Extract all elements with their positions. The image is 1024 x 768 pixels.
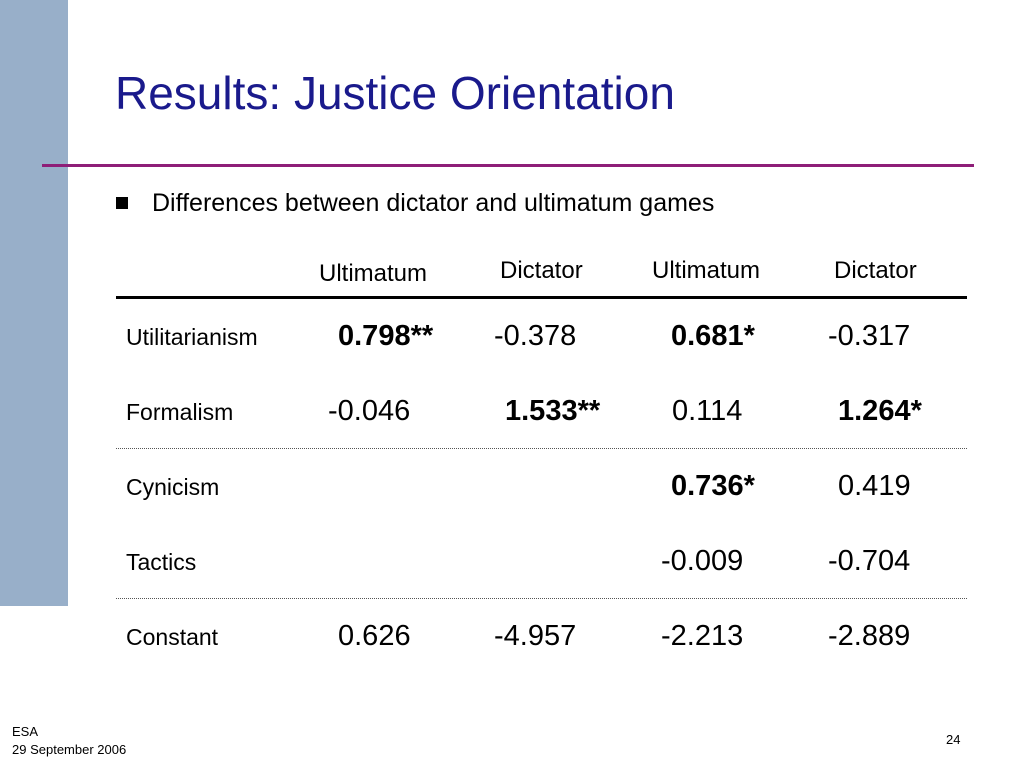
table-cell: -2.889 [828,620,911,652]
title-divider [42,164,974,167]
table-cell: 1.533** [505,395,601,427]
row-label-cynicism: Cynicism [126,474,220,500]
row-divider [116,448,967,449]
bullet-text: Differences between dictator and ultimat… [152,189,715,217]
table-cell: -0.046 [328,395,411,427]
table-cell: -2.213 [661,620,744,652]
table-cell: 0.681* [671,320,755,352]
slide-title: Results: Justice Orientation [115,67,675,119]
footer-org: ESA [12,724,39,739]
column-header-4: Dictator [834,257,917,284]
table-cell: -0.009 [661,545,744,577]
row-label-utilitarianism: Utilitarianism [126,324,258,350]
table-header-rule [116,296,967,299]
column-header-3: Ultimatum [652,257,761,284]
table-cell: 1.264* [838,395,922,427]
column-header-1: Ultimatum [319,260,428,287]
table-cell: -0.317 [828,320,911,352]
table-cell: 0.114 [672,395,743,427]
sidebar-band [0,0,68,606]
table-cell: 0.736* [671,470,755,502]
row-divider [116,598,967,599]
table-cell: -0.378 [494,320,577,352]
row-label-tactics: Tactics [126,549,197,575]
row-label-formalism: Formalism [126,399,234,425]
row-label-constant: Constant [126,624,219,650]
page-number: 24 [946,732,961,747]
table-cell: 0.798** [338,320,434,352]
footer-date: 29 September 2006 [12,742,127,757]
square-bullet-icon [116,197,128,209]
footer-info: ESA 29 September 2006 [12,723,126,759]
table-cell: -4.957 [494,620,577,652]
table-cell: 0.626 [338,620,411,652]
table-cell: 0.419 [838,470,911,502]
table-cell: -0.704 [828,545,911,577]
column-header-2: Dictator [500,257,583,284]
